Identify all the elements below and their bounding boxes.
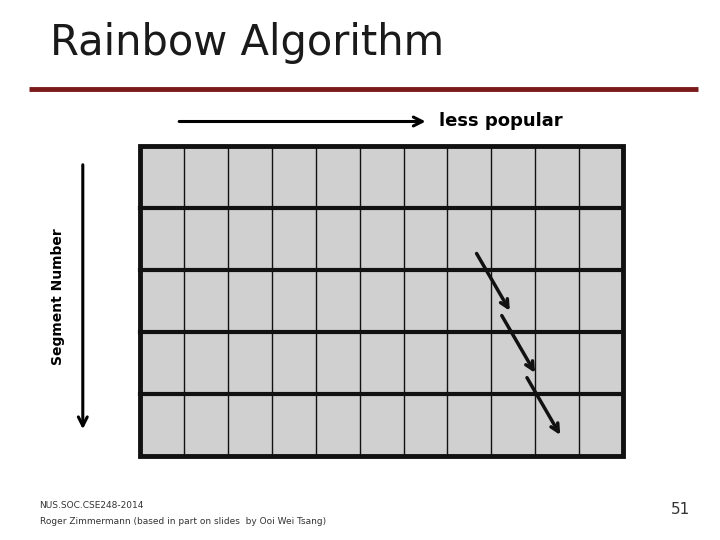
Text: Segment Number: Segment Number (50, 228, 65, 366)
Text: 51: 51 (670, 502, 690, 517)
Text: Rainbow Algorithm: Rainbow Algorithm (50, 22, 444, 64)
Bar (140, 146, 623, 456)
Text: Roger Zimmermann (based in part on slides  by Ooi Wei Tsang): Roger Zimmermann (based in part on slide… (40, 517, 325, 526)
Text: less popular: less popular (439, 112, 563, 131)
Bar (140, 146, 623, 456)
Text: NUS.SOC.CSE248-2014: NUS.SOC.CSE248-2014 (40, 501, 144, 510)
